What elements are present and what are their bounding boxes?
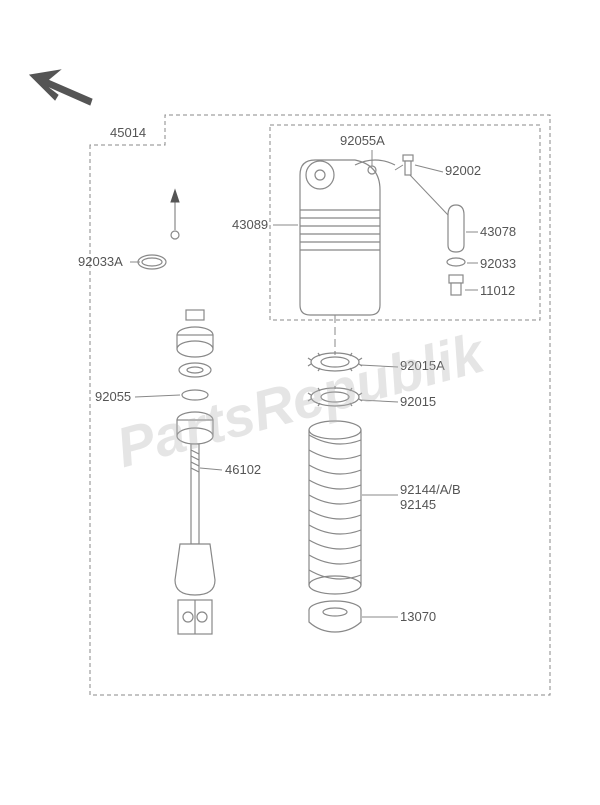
part-screw (403, 155, 413, 175)
label-46102: 46102 (225, 462, 261, 477)
label-92145: 92145 (400, 497, 436, 512)
diagram-svg (0, 0, 600, 800)
part-rod-assembly (175, 310, 215, 634)
part-oring-92033 (447, 258, 465, 266)
part-cap (449, 275, 463, 295)
label-92055: 92055 (95, 389, 131, 404)
label-92144AB: 92144/A/B (400, 482, 461, 497)
label-92033: 92033 (480, 256, 516, 271)
part-spring (309, 421, 361, 594)
back-arrow (30, 70, 92, 105)
label-92002: 92002 (445, 163, 481, 178)
part-locknut-lower (308, 386, 362, 406)
label-13070: 13070 (400, 609, 436, 624)
part-bladder (448, 205, 464, 252)
label-92015: 92015 (400, 394, 436, 409)
label-92033A: 92033A (78, 254, 123, 269)
label-43078: 43078 (480, 224, 516, 239)
label-92015A: 92015A (400, 358, 445, 373)
part-spring-seat (309, 601, 361, 632)
parts-diagram: 45014 92055A 92002 43089 43078 92033 110… (0, 0, 600, 800)
part-reservoir (300, 160, 395, 315)
part-snap-ring-left (138, 255, 166, 269)
label-45014: 45014 (110, 125, 146, 140)
label-92055A: 92055A (340, 133, 385, 148)
label-43089: 43089 (232, 217, 268, 232)
label-11012: 11012 (480, 283, 515, 298)
north-marker (171, 190, 179, 239)
